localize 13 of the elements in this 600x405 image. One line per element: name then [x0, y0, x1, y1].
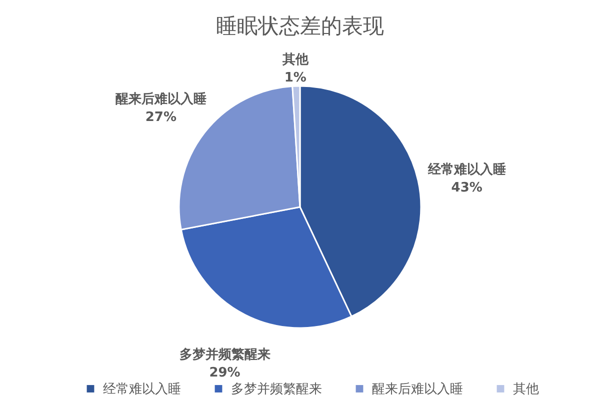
legend-label: 经常难以入睡	[103, 382, 181, 397]
data-label: 29%	[209, 366, 240, 381]
slice-label: 其他	[281, 52, 310, 68]
slice-label: 经常难以入睡	[426, 162, 506, 178]
legend-label: 其他	[513, 382, 539, 397]
chart-title: 睡眠状态差的表现	[216, 14, 384, 38]
legend-label: 多梦并频繁醒来	[231, 382, 322, 397]
data-label: 1%	[284, 70, 306, 86]
slice-label: 醒来后难以入睡	[115, 91, 206, 108]
slice-label: 多梦并频繁醒来	[179, 346, 270, 363]
legend-label: 醒来后难以入睡	[372, 382, 463, 397]
data-label: 27%	[145, 110, 177, 126]
data-label: 43%	[451, 180, 482, 196]
